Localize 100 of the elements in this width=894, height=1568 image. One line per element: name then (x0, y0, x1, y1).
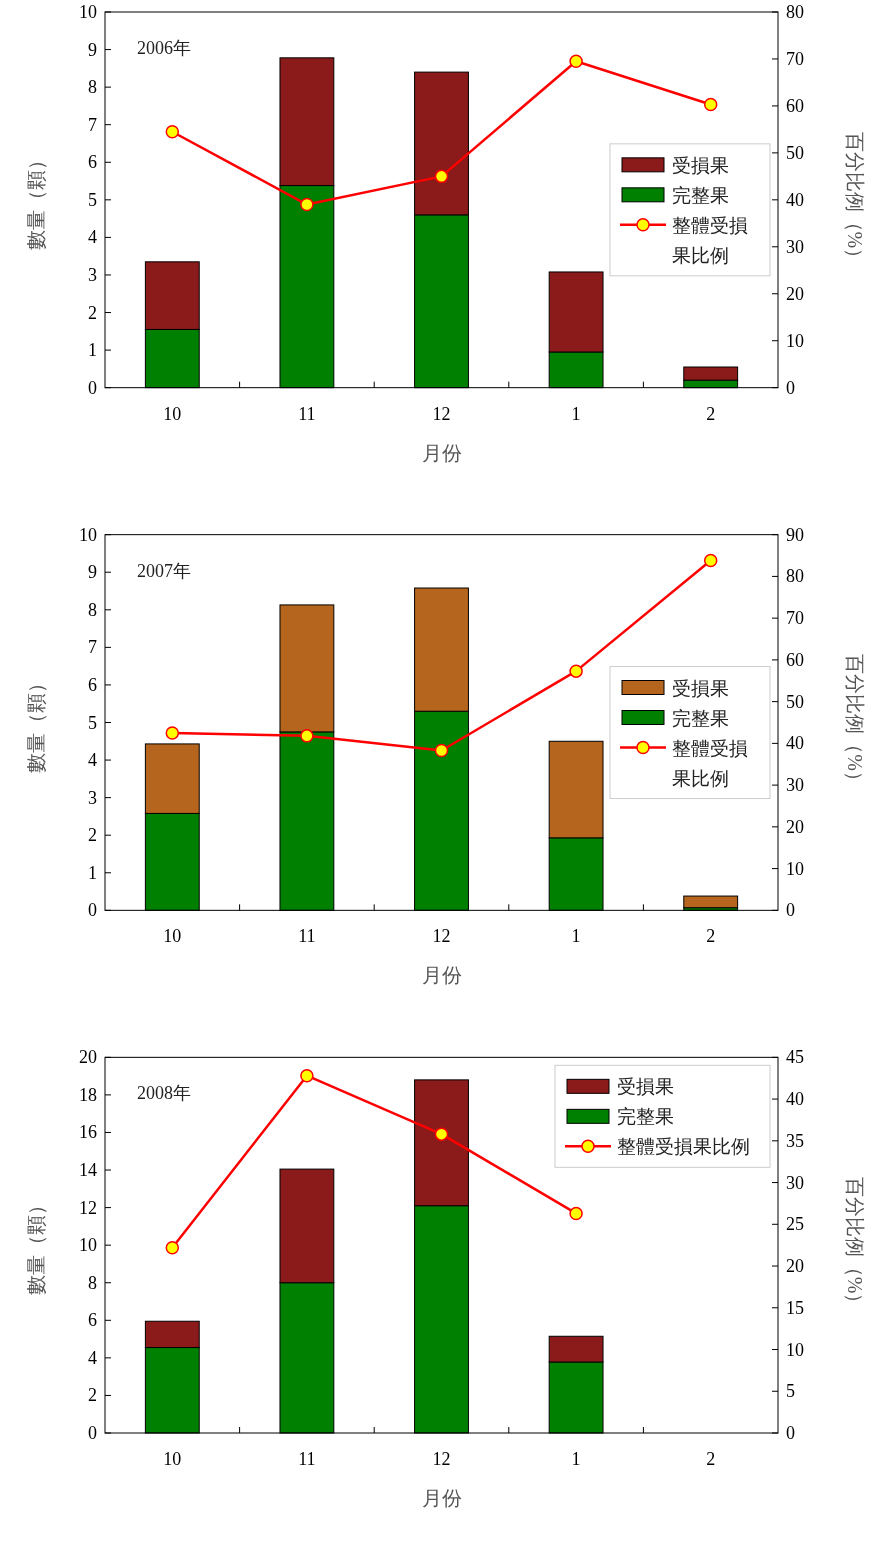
y-axis-title: 數量（顆） (25, 672, 47, 773)
point (703, 553, 718, 568)
y2-tick-label: 40 (786, 1089, 804, 1110)
text: 2007年 (137, 560, 191, 581)
y-tick-label: 1 (88, 340, 97, 361)
x-tick-label: 2 (706, 403, 716, 424)
y2-tick-label: 90 (786, 524, 804, 545)
y-tick-label: 5 (88, 189, 97, 210)
x-axis-title: 月份 (421, 441, 462, 464)
y-tick-label: 4 (88, 227, 97, 248)
x-tick-label: 10 (163, 1449, 182, 1469)
y2-tick-label: 25 (786, 1214, 804, 1235)
y2-tick-label: 60 (786, 95, 804, 116)
y2-tick-label: 40 (786, 733, 804, 754)
x-tick-label: 2 (706, 926, 716, 947)
legend-label: 整體受損果比例 (672, 214, 748, 266)
y2-tick-label: 50 (786, 142, 804, 163)
y2-tick-label: 30 (786, 1172, 804, 1193)
x-tick-label: 11 (298, 1449, 316, 1469)
y-tick-label: 20 (79, 1047, 97, 1068)
point (569, 664, 583, 678)
y-tick-label: 8 (88, 599, 97, 620)
y2-tick-label: 60 (786, 649, 804, 670)
point (569, 1206, 583, 1221)
y2-tick-label: 30 (786, 775, 804, 796)
point (165, 1240, 180, 1255)
point (434, 169, 449, 184)
y2-tick-label: 45 (786, 1047, 804, 1068)
legend-label: 受損果 (672, 677, 729, 699)
y-tick-label: 1 (88, 862, 97, 883)
x-tick-label: 10 (163, 926, 182, 947)
x-tick-label: 2 (706, 1449, 716, 1469)
point (165, 726, 180, 740)
point (703, 97, 718, 112)
x-tick-label: 1 (571, 926, 581, 947)
point (165, 124, 180, 139)
y2-axis-title: 百分比例（%） (844, 131, 866, 269)
y2-tick-label: 0 (786, 900, 795, 921)
y-tick-label: 18 (79, 1084, 97, 1105)
y-tick-label: 6 (88, 674, 97, 695)
y2-tick-label: 70 (786, 48, 804, 69)
point (569, 54, 583, 69)
point (300, 729, 314, 743)
y2-tick-label: 50 (786, 691, 804, 712)
bar (683, 895, 739, 909)
y2-tick-label: 15 (786, 1297, 804, 1318)
x-tick-label: 11 (298, 926, 316, 947)
y-tick-label: 0 (88, 377, 97, 398)
y-tick-label: 8 (88, 1272, 97, 1293)
x-tick-label: 1 (571, 1449, 581, 1469)
x-axis-title: 月份 (421, 964, 462, 987)
y-tick-label: 3 (88, 264, 97, 285)
y2-tick-label: 80 (786, 2, 804, 22)
y-tick-label: 7 (88, 637, 97, 658)
y-tick-label: 2 (88, 825, 97, 846)
y-tick-label: 4 (88, 750, 97, 771)
legend-label: 整體受損果比例 (617, 1136, 750, 1158)
y2-tick-label: 20 (786, 283, 804, 304)
y2-tick-label: 20 (786, 816, 804, 837)
x-tick-label: 12 (432, 403, 451, 424)
y-tick-label: 8 (88, 77, 97, 98)
y-tick-label: 14 (79, 1160, 97, 1181)
y-axis-title: 數量（顆） (25, 1195, 47, 1296)
y-tick-label: 2 (88, 302, 97, 323)
y-tick-label: 16 (79, 1122, 97, 1143)
y2-tick-label: 70 (786, 608, 804, 629)
y-tick-label: 0 (88, 900, 97, 921)
y2-axis-title: 百分比例（%） (844, 1176, 866, 1314)
bar (548, 1335, 604, 1363)
y2-tick-label: 40 (786, 189, 804, 210)
text: 2008年 (137, 1083, 191, 1104)
y2-tick-label: 30 (786, 236, 804, 257)
legend-label: 完整果 (672, 707, 729, 729)
x-axis-title: 月份 (421, 1487, 462, 1509)
y2-tick-label: 10 (786, 330, 804, 351)
y-tick-label: 0 (88, 1423, 97, 1443)
x-tick-label: 12 (432, 926, 451, 947)
x-tick-label: 12 (432, 1449, 451, 1469)
y-axis-title: 數量（顆） (25, 149, 47, 250)
y-tick-label: 6 (88, 152, 97, 173)
point (300, 1068, 314, 1083)
y2-tick-label: 10 (786, 1339, 804, 1360)
y-tick-label: 12 (79, 1197, 97, 1218)
y-tick-label: 9 (88, 39, 97, 60)
y2-tick-label: 0 (786, 377, 795, 398)
text: 2006年 (137, 38, 191, 58)
point (300, 197, 314, 212)
x-tick-label: 11 (298, 403, 316, 424)
bar (414, 1079, 469, 1207)
y-tick-label: 5 (88, 712, 97, 733)
x-tick-label: 1 (571, 403, 581, 424)
bar (144, 1320, 200, 1349)
legend-label: 整體受損果比例 (672, 737, 748, 789)
y-tick-label: 10 (79, 524, 97, 545)
x-tick-label: 10 (163, 403, 182, 424)
y2-tick-label: 10 (786, 858, 804, 879)
y-tick-label: 9 (88, 562, 97, 583)
y2-axis-title: 百分比例（%） (844, 654, 866, 791)
legend-label: 完整果 (617, 1106, 674, 1128)
point (434, 743, 449, 758)
